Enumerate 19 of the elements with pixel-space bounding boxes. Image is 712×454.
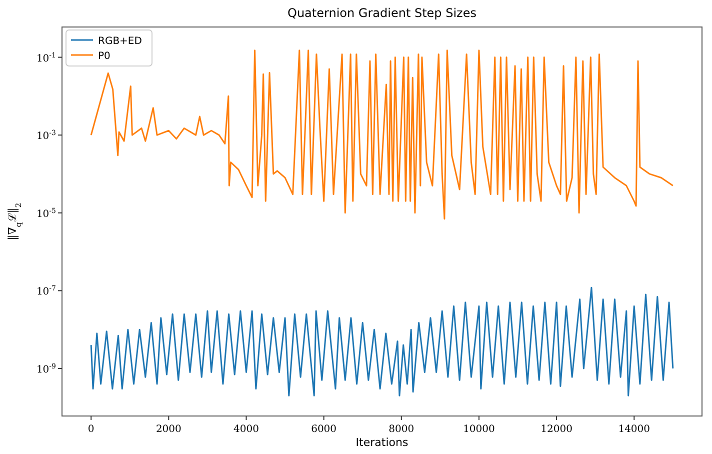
- x-axis-title: Iterations: [356, 436, 408, 449]
- chart-title: Quaternion Gradient Step Sizes: [288, 6, 476, 20]
- y-tick-label: 10$^{-1}$: [36, 51, 56, 64]
- legend-label: P0: [98, 51, 110, 62]
- x-tick-label: 4000: [234, 424, 259, 435]
- y-tick-label: 10$^{-7}$: [36, 284, 56, 298]
- x-tick-label: 6000: [311, 424, 337, 435]
- x-tick-label: 10000: [463, 424, 495, 435]
- y-tick-label: 10$^{-5}$: [36, 206, 56, 220]
- y-tick-label: 10$^{-9}$: [36, 362, 56, 376]
- line-series: [90, 286, 674, 396]
- legend-label: RGB+ED: [98, 36, 142, 47]
- line-series: [90, 50, 674, 220]
- x-tick-label: 14000: [618, 424, 650, 435]
- y-tick-label: 10$^{-3}$: [36, 129, 56, 142]
- x-tick-label: 12000: [540, 424, 572, 435]
- x-tick-label: 2000: [156, 424, 182, 435]
- x-tick-label: 0: [88, 424, 94, 435]
- x-tick-label: 8000: [388, 424, 414, 435]
